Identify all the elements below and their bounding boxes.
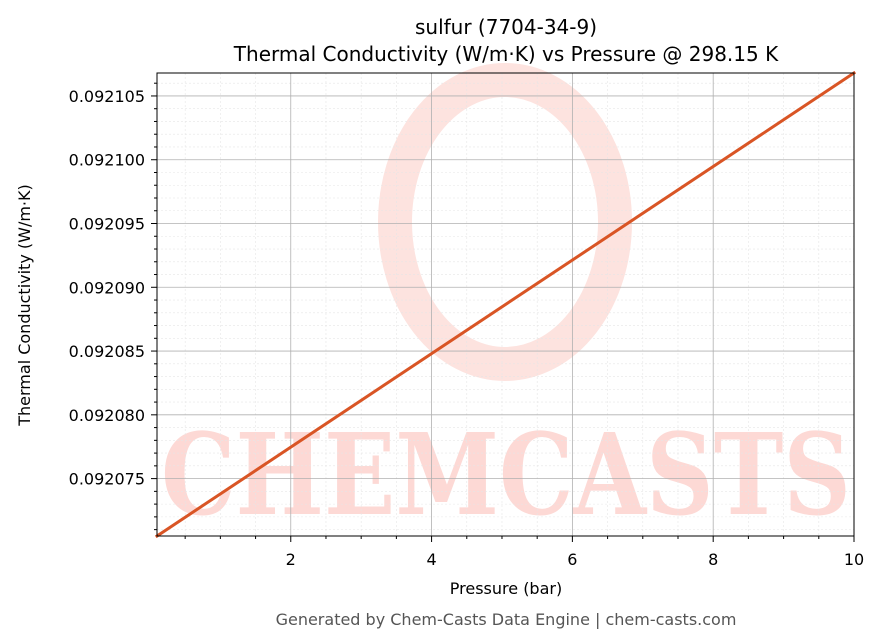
watermark: CHEMCASTS <box>161 63 851 541</box>
watermark-text: CHEMCASTS <box>161 410 851 541</box>
x-tick-label: 6 <box>567 550 577 569</box>
plot-frame <box>156 72 855 537</box>
y-tick-label: 0.092080 <box>69 406 145 425</box>
y-tick-label: 0.092100 <box>69 151 145 170</box>
chart-title: sulfur (7704-34-9) <box>415 15 597 39</box>
watermark-logo-ring <box>378 63 632 381</box>
x-tick-label: 10 <box>844 550 864 569</box>
y-axis-label: Thermal Conductivity (W/m·K) <box>15 184 34 427</box>
major-gridlines <box>157 73 855 536</box>
x-tick-label: 2 <box>286 550 296 569</box>
y-tick-label: 0.092075 <box>69 470 145 489</box>
y-axis-ticks: 0.092075 0.092080 0.092085 0.092090 0.092095… <box>69 82 157 531</box>
x-tick-label: 4 <box>426 550 436 569</box>
x-tick-label: 8 <box>708 550 718 569</box>
x-axis-ticks: 2 4 6 8 10 <box>184 536 864 569</box>
y-tick-label: 0.092085 <box>69 342 145 361</box>
y-tick-label: 0.092105 <box>69 87 145 106</box>
minor-gridlines <box>157 73 854 536</box>
y-tick-label: 0.092090 <box>69 278 145 297</box>
series-layer <box>154 70 857 539</box>
footer-credit: Generated by Chem-Casts Data Engine | ch… <box>276 610 737 629</box>
chart-subtitle: Thermal Conductivity (W/m·K) vs Pressure… <box>233 42 779 66</box>
x-axis-label: Pressure (bar) <box>450 579 562 598</box>
series-line <box>154 70 857 539</box>
y-tick-label: 0.092095 <box>69 215 145 234</box>
